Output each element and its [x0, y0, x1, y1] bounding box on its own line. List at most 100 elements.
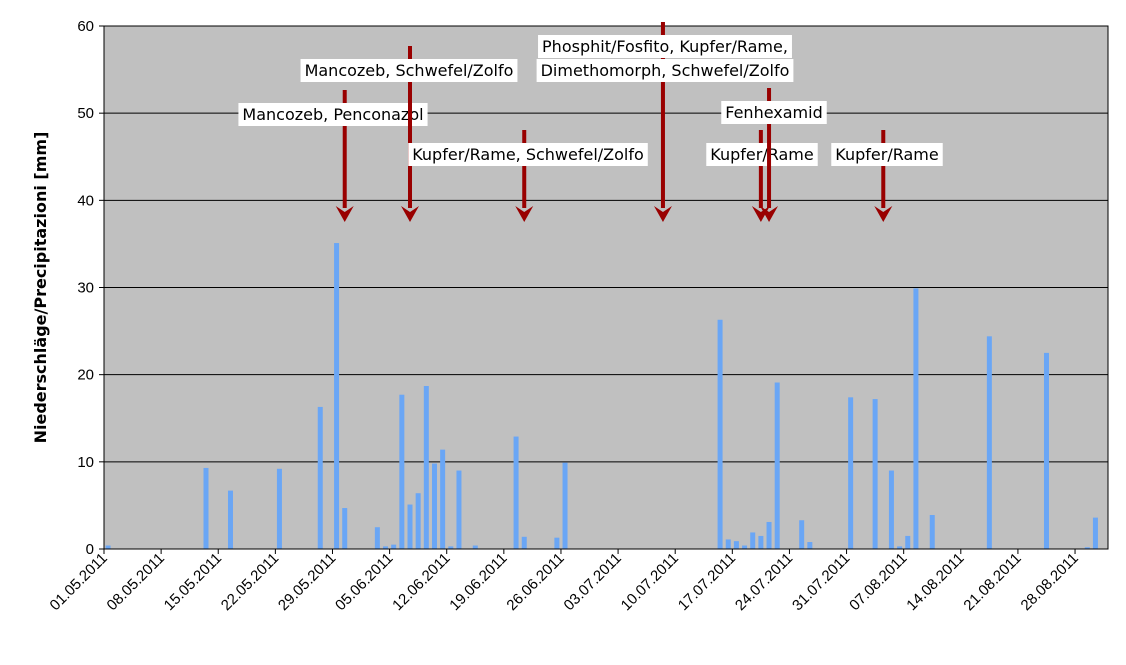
y-tick-label: 30 [77, 280, 94, 297]
bar-15.06.2011 [472, 545, 478, 549]
annotation: Kupfer/Rame, Schwefel/Zolfo [408, 130, 648, 222]
bar-04.06.2011 [383, 546, 389, 549]
x-tick-label: 29.05.2011 [275, 550, 339, 614]
x-tick-label: 19.06.2011 [446, 550, 510, 614]
bar-08.08.2011 [913, 288, 919, 549]
bar-25.07.2011 [799, 520, 805, 549]
y-tick-label: 20 [77, 367, 94, 384]
bar-26.06.2011 [562, 462, 568, 549]
bar-21.07.2011 [766, 521, 772, 549]
bar-01.05.2011 [105, 545, 111, 549]
x-tick-label: 21.08.2011 [960, 550, 1024, 614]
arrow-head [335, 206, 354, 222]
annotation-label: Dimethomorph, Schwefel/Zolfo [541, 61, 790, 80]
y-tick-label: 40 [77, 192, 94, 209]
y-axis-label: Niederschläge/Precipitazioni [mm] [31, 132, 50, 444]
bar-22.05.2011 [276, 468, 282, 549]
x-tick-label: 28.08.2011 [1018, 550, 1082, 614]
bar-17.08.2011 [986, 336, 992, 549]
bar-03.08.2011 [872, 399, 878, 549]
y-tick-label: 10 [77, 454, 94, 471]
annotation-label: Mancozeb, Schwefel/Zolfo [305, 61, 514, 80]
x-tick-label: 31.07.2011 [789, 550, 853, 614]
x-tick-label: 22.05.2011 [218, 550, 282, 614]
bar-29.08.2011 [1084, 547, 1090, 549]
annotation-label-bg [831, 143, 943, 166]
bar-12.06.2011 [448, 546, 454, 549]
arrow-head [760, 206, 779, 222]
bar-08.06.2011 [415, 493, 421, 549]
x-tick-label: 01.05.2011 [47, 550, 111, 614]
arrow-head [515, 206, 534, 222]
bar-21.06.2011 [521, 536, 527, 549]
bar-07.08.2011 [905, 535, 911, 549]
bar-13.05.2011 [203, 467, 209, 549]
bar-05.06.2011 [391, 544, 397, 549]
annotation: Kupfer/Rame [831, 130, 943, 222]
bar-15.07.2011 [717, 319, 723, 549]
arrow-head [401, 206, 419, 222]
bar-27.05.2011 [317, 406, 323, 549]
x-tick-label: 15.05.2011 [161, 550, 225, 614]
bar-29.05.2011 [334, 243, 340, 550]
annotation: Fenhexamid [721, 88, 827, 222]
annotation: Mancozeb, Schwefel/Zolfo [300, 46, 518, 222]
y-tick-label: 50 [77, 105, 94, 122]
x-tick-label: 24.07.2011 [732, 550, 796, 614]
bar-05.08.2011 [888, 470, 894, 549]
bar-03.06.2011 [374, 527, 380, 549]
x-tick-label: 08.05.2011 [104, 550, 168, 614]
bar-09.06.2011 [423, 385, 429, 549]
arrow-head [653, 206, 672, 222]
annotation: Phosphit/Fosfito, Kupfer/Rame, Dimethomor… [536, 22, 794, 222]
annotation-label-bg [538, 35, 792, 58]
bar-20.07.2011 [758, 535, 764, 549]
bar-07.06.2011 [407, 504, 413, 549]
annotation-label: Kupfer/Rame [835, 145, 938, 164]
annotation: Mancozeb, Penconazol [238, 90, 428, 222]
bar-10.08.2011 [929, 515, 935, 549]
bars [105, 243, 1098, 550]
annotation-label-bg [238, 103, 428, 126]
bar-25.06.2011 [554, 537, 560, 549]
annotation-label-bg [408, 143, 648, 166]
x-tick-label: 07.08.2011 [846, 550, 910, 614]
annotation-label: Kupfer/Rame, Schwefel/Zolfo [412, 145, 644, 164]
bar-31.07.2011 [848, 397, 854, 549]
y-tick-label: 0 [86, 541, 94, 558]
x-tick-label: 26.06.2011 [503, 550, 567, 614]
bar-16.05.2011 [227, 490, 233, 549]
x-tick-label: 05.06.2011 [332, 550, 396, 614]
annotation-label-bg [706, 143, 818, 166]
bar-06.06.2011 [399, 394, 405, 549]
annotation-label-bg [300, 59, 518, 82]
x-tick-label: 10.07.2011 [618, 550, 682, 614]
annotation-label-bg [536, 59, 794, 82]
x-tick-label: 03.07.2011 [561, 550, 625, 614]
bar-11.06.2011 [440, 449, 446, 549]
bar-20.06.2011 [513, 436, 519, 549]
bar-30.08.2011 [1092, 517, 1098, 549]
bar-18.07.2011 [742, 545, 748, 549]
bar-22.07.2011 [774, 382, 780, 549]
annotations: Mancozeb, Penconazol Mancozeb, Schwefel/Z… [238, 22, 943, 222]
bar-26.07.2011 [807, 542, 813, 549]
bar-30.05.2011 [342, 508, 348, 549]
annotation-label: Fenhexamid [725, 103, 822, 122]
annotation-label: Kupfer/Rame [710, 145, 813, 164]
annotation-label-bg [721, 101, 827, 124]
bar-16.07.2011 [725, 539, 731, 549]
x-tick-label: 17.07.2011 [675, 550, 739, 614]
bar-17.07.2011 [733, 541, 739, 549]
annotation-label: Phosphit/Fosfito, Kupfer/Rame, [542, 37, 788, 56]
bar-19.07.2011 [750, 532, 756, 549]
bar-06.08.2011 [897, 546, 903, 549]
bar-10.06.2011 [431, 463, 437, 549]
x-tick-label: 12.06.2011 [389, 550, 453, 614]
bar-13.06.2011 [456, 470, 462, 549]
x-tick-label: 14.08.2011 [903, 550, 967, 614]
bar-24.08.2011 [1043, 352, 1049, 549]
annotation-label: Mancozeb, Penconazol [242, 105, 423, 124]
arrow-head [874, 206, 893, 222]
